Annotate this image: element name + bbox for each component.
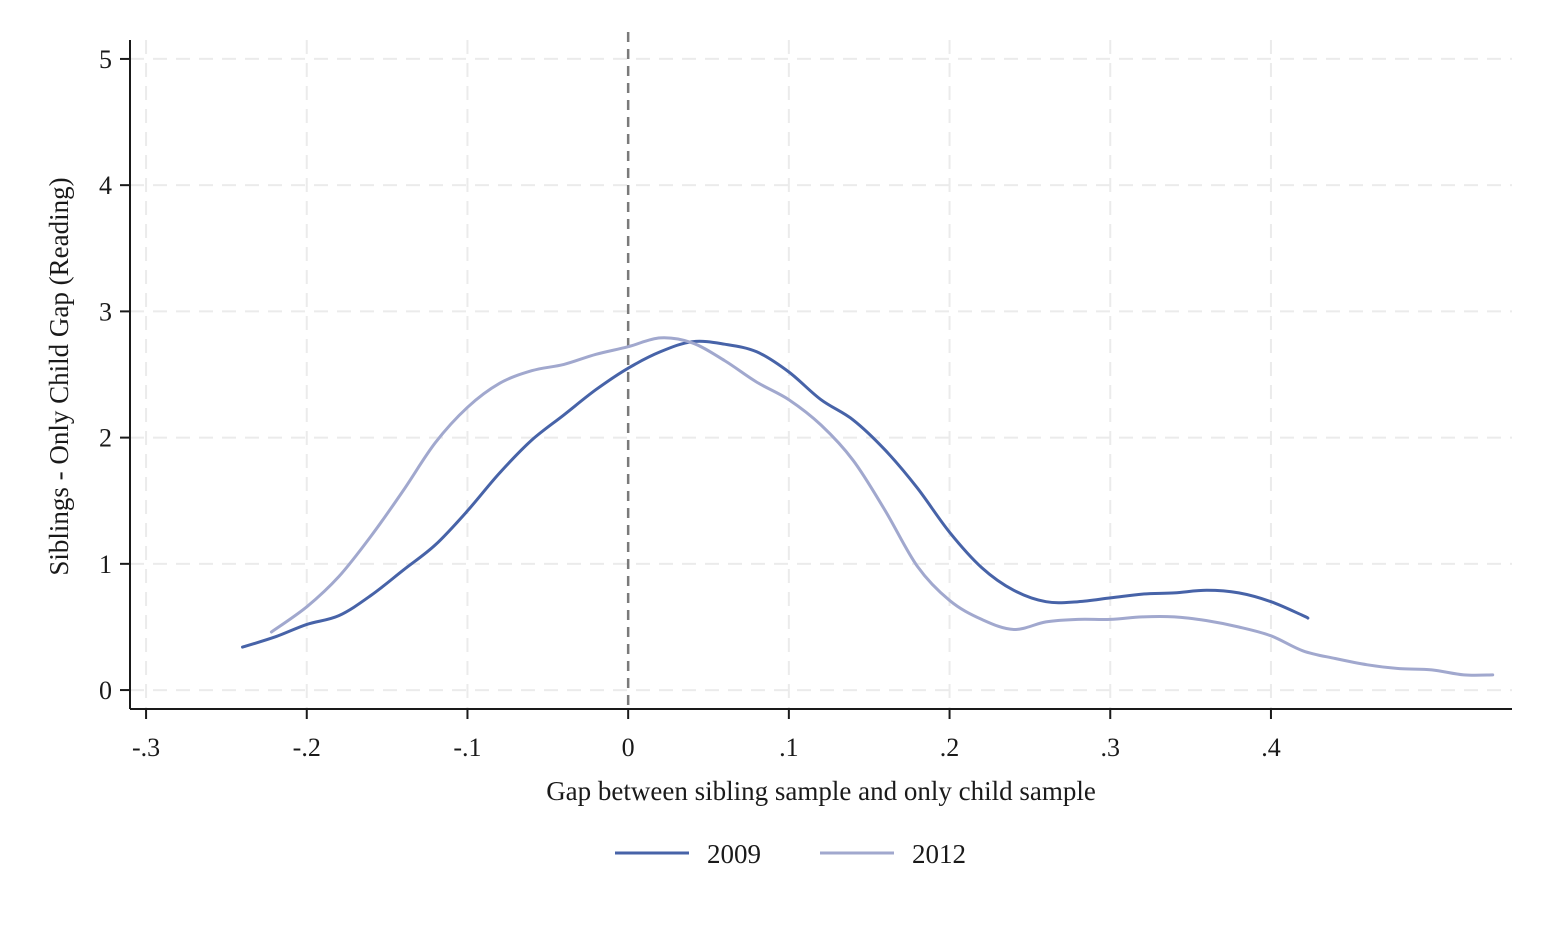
tick-labels: 0 1 2 3 4 5 -.3 -.2 -.1 0 .1 .2 .3 .4 [99, 45, 1281, 762]
series-line-2009 [241, 339, 1310, 649]
x-tick-label: -.3 [132, 733, 160, 762]
grid [130, 40, 1512, 709]
x-tick-label: .3 [1101, 733, 1121, 762]
y-tick-label: 3 [99, 297, 112, 326]
x-axis-title: Gap between sibling sample and only chil… [546, 776, 1096, 806]
y-tick-label: 4 [99, 171, 112, 200]
axes [120, 40, 1512, 719]
y-tick-label: 1 [99, 550, 112, 579]
x-tick-label: .2 [940, 733, 960, 762]
legend-label-2009: 2009 [707, 839, 761, 869]
series-group [241, 336, 1495, 677]
legend: 2009 2012 [615, 839, 966, 869]
x-tick-label: .1 [779, 733, 799, 762]
x-tick-label: -.2 [293, 733, 321, 762]
y-tick-label: 2 [99, 424, 112, 453]
legend-label-2012: 2012 [912, 839, 966, 869]
x-tick-label: .4 [1261, 733, 1281, 762]
x-tick-label: -.1 [453, 733, 481, 762]
y-axis-title: Siblings - Only Child Gap (Reading) [44, 177, 74, 575]
x-tick-label: 0 [622, 733, 635, 762]
y-tick-label: 5 [99, 45, 112, 74]
y-tick-label: 0 [99, 676, 112, 705]
series-line-2012 [269, 336, 1495, 677]
